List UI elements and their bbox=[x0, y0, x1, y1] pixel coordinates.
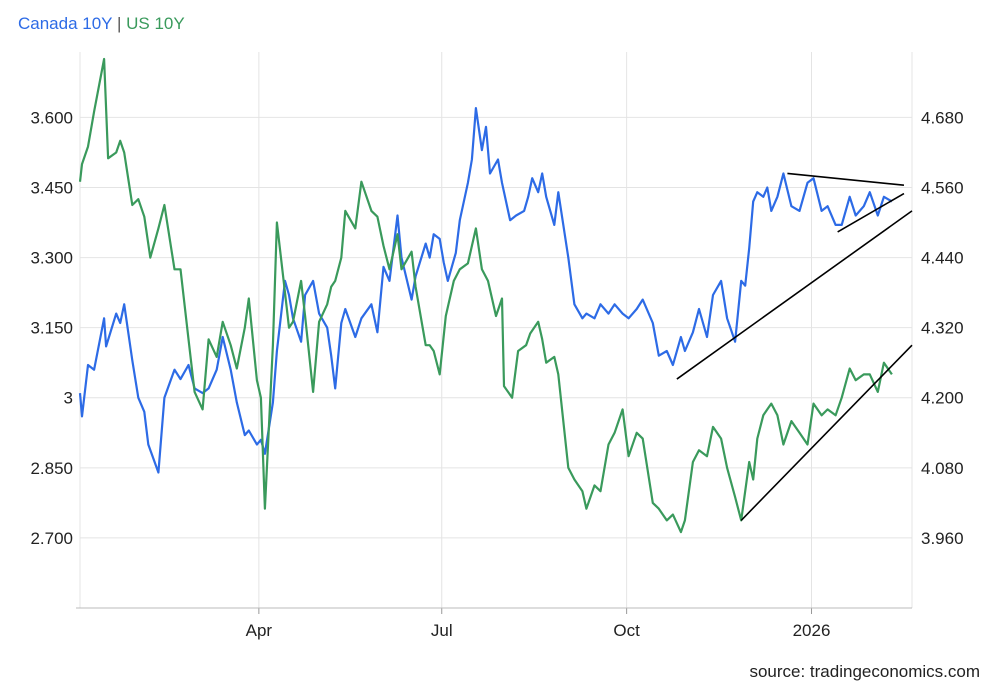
trendline bbox=[787, 172, 905, 186]
x-tick-label: Jul bbox=[431, 621, 453, 640]
legend-us[interactable]: US 10Y bbox=[126, 14, 185, 33]
y-left-tick-label: 3.600 bbox=[30, 108, 73, 127]
y-right-tick-label: 4.320 bbox=[921, 319, 964, 338]
axes: 3.600 3.450 3.300 3.150 3 2.850 2.700 4.680 4.56… bbox=[30, 108, 963, 640]
source-label: source: tradingeconomics.com bbox=[749, 662, 980, 681]
us-10y-line bbox=[78, 57, 893, 534]
y-left-tick-label: 3.300 bbox=[30, 249, 73, 268]
x-tick-label: Oct bbox=[613, 621, 640, 640]
y-left-tick-label: 3 bbox=[64, 389, 73, 408]
x-tick-label: Apr bbox=[246, 621, 273, 640]
y-left-tick-label: 2.700 bbox=[30, 529, 73, 548]
y-left-tick-label: 2.850 bbox=[30, 459, 73, 478]
y-right-tick-label: 4.080 bbox=[921, 459, 964, 478]
trendline bbox=[740, 344, 913, 521]
canada-10y-line bbox=[78, 107, 893, 474]
y-right-tick-label: 4.440 bbox=[921, 249, 964, 268]
trendlines bbox=[676, 172, 913, 521]
x-tick-label: 2026 bbox=[793, 621, 831, 640]
y-right-tick-label: 3.960 bbox=[921, 529, 964, 548]
y-right-tick-label: 4.200 bbox=[921, 389, 964, 408]
legend-separator: | bbox=[116, 14, 122, 33]
y-left-tick-label: 3.450 bbox=[30, 178, 73, 197]
grid-lines bbox=[79, 52, 913, 608]
y-right-tick-label: 4.560 bbox=[921, 178, 964, 197]
trendline bbox=[837, 192, 905, 233]
y-left-tick-label: 3.150 bbox=[30, 319, 73, 338]
series-lines bbox=[78, 57, 893, 534]
legend-canada[interactable]: Canada 10Y bbox=[18, 14, 113, 33]
trendline bbox=[676, 210, 913, 380]
y-right-tick-label: 4.680 bbox=[921, 108, 964, 127]
chart-legend: Canada 10Y | US 10Y bbox=[18, 14, 185, 34]
